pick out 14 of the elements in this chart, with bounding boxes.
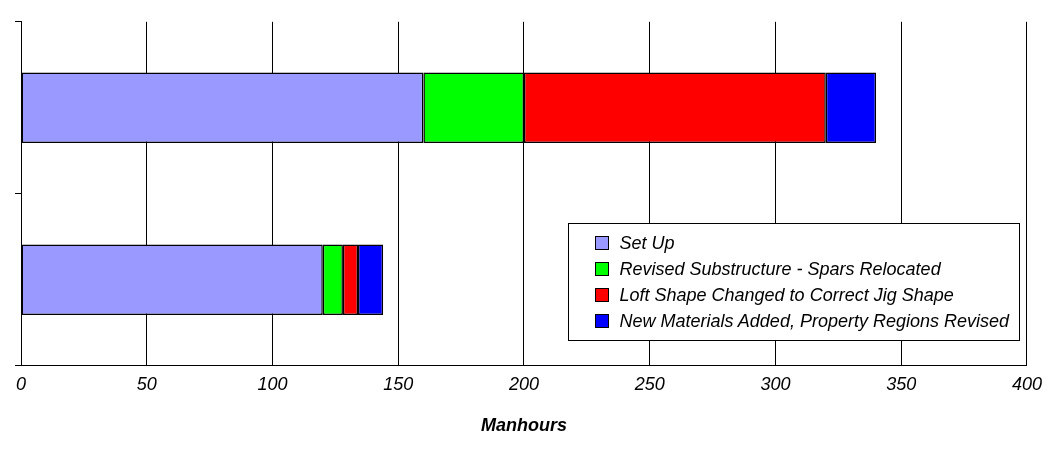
- legend-label: New Materials Added, Property Regions Revised: [619, 310, 1009, 333]
- x-tick-label: 300: [760, 373, 791, 394]
- legend-label: Loft Shape Changed to Correct Jig Shape: [619, 284, 954, 307]
- x-tick-label: 350: [886, 373, 917, 394]
- x-tick-label: 400: [1011, 373, 1043, 394]
- x-tick-label: 100: [257, 373, 288, 394]
- x-tick-label: 250: [633, 373, 665, 394]
- legend-label: Revised Substructure - Spars Relocated: [619, 258, 941, 281]
- x-tick-label: 200: [507, 373, 540, 394]
- x-tick-label: 50: [136, 373, 157, 394]
- x-tick-label: 0: [16, 373, 27, 394]
- x-axis-title: Manhours: [480, 415, 567, 436]
- x-tick-label: 150: [383, 373, 414, 394]
- legend-label: Set Up: [619, 232, 675, 255]
